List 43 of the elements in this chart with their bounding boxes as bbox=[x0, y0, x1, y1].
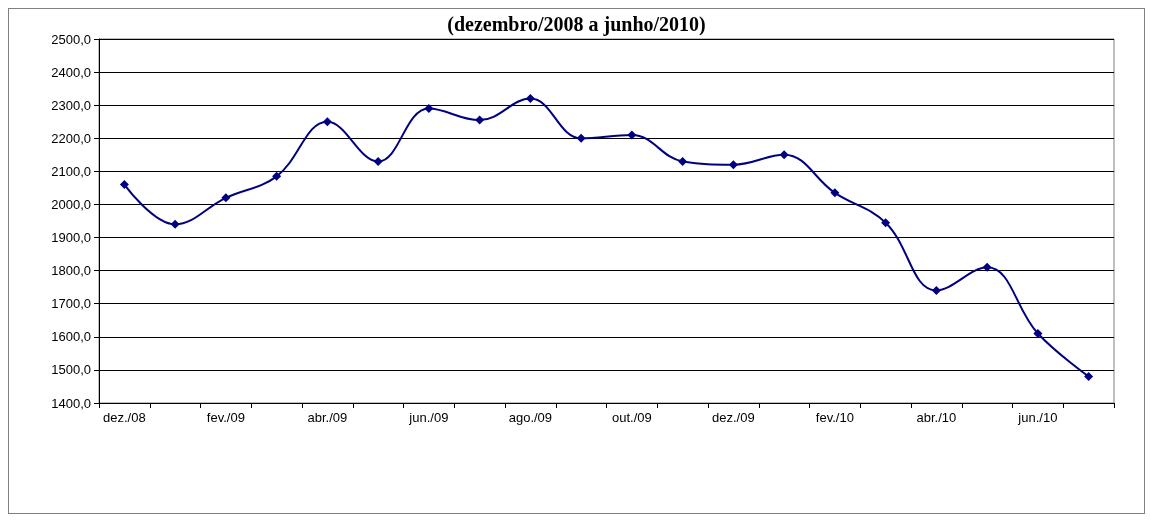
point bbox=[1084, 372, 1094, 382]
point bbox=[627, 130, 637, 140]
x-tick-label: fev./10 bbox=[815, 410, 854, 425]
point bbox=[728, 160, 738, 170]
y-tick-label: 1900,0 bbox=[51, 230, 91, 246]
chart-title: (dezembro/2008 a junho/2010) bbox=[447, 13, 706, 36]
point bbox=[779, 150, 789, 160]
point bbox=[119, 180, 129, 190]
y-tick-label: 2400,0 bbox=[51, 64, 91, 80]
y-tick-label: 2200,0 bbox=[51, 130, 91, 146]
point bbox=[982, 262, 992, 272]
y-tick-label: 1700,0 bbox=[51, 296, 91, 312]
point bbox=[221, 193, 231, 203]
y-tick-label: 2300,0 bbox=[51, 97, 91, 113]
x-tick-label: dez./09 bbox=[712, 410, 755, 425]
point bbox=[881, 218, 891, 228]
x-tick-label: jun./10 bbox=[1017, 410, 1058, 425]
point bbox=[424, 103, 434, 113]
point bbox=[373, 156, 383, 166]
x-tick-label: out./09 bbox=[611, 410, 652, 425]
y-tick-label: 2000,0 bbox=[51, 196, 91, 212]
y-tick-label: 1400,0 bbox=[51, 395, 91, 411]
y-tick-label: 2500,0 bbox=[51, 31, 91, 47]
point bbox=[272, 171, 282, 181]
point bbox=[322, 117, 332, 127]
point bbox=[576, 133, 586, 143]
point bbox=[525, 94, 535, 104]
point bbox=[475, 115, 485, 125]
point bbox=[931, 285, 941, 295]
y-tick-label: 1600,0 bbox=[51, 329, 91, 345]
x-tick-label: jun./09 bbox=[408, 410, 449, 425]
y-tick-label: 1500,0 bbox=[51, 362, 91, 378]
point bbox=[678, 156, 688, 166]
y-tick-label: 1800,0 bbox=[51, 263, 91, 279]
y-tick-label: 2100,0 bbox=[51, 163, 91, 179]
point bbox=[830, 188, 840, 198]
x-tick-label: abr./09 bbox=[307, 410, 348, 425]
x-tick-label: ago./09 bbox=[508, 410, 553, 425]
point bbox=[170, 219, 180, 229]
x-tick-label: dez./08 bbox=[103, 410, 146, 425]
x-tick-label: fev./09 bbox=[206, 410, 245, 425]
point bbox=[1033, 329, 1043, 339]
x-tick-label: abr./10 bbox=[916, 410, 957, 425]
